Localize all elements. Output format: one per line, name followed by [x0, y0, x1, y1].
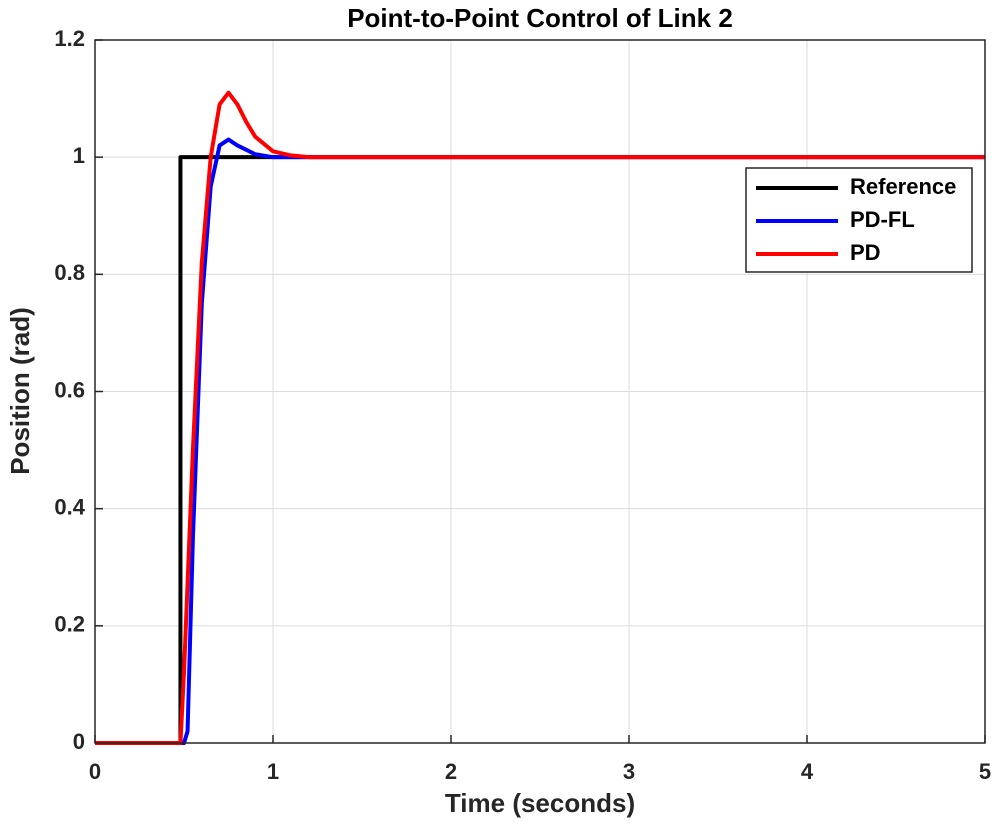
x-tick-label: 0 [89, 759, 101, 784]
chart-title: Point-to-Point Control of Link 2 [347, 3, 733, 33]
x-axis-label: Time (seconds) [445, 788, 635, 818]
legend-label: Reference [850, 174, 956, 199]
y-tick-label: 1.2 [54, 26, 85, 51]
y-tick-label: 0.8 [54, 260, 85, 285]
x-tick-label: 2 [445, 759, 457, 784]
series-line [95, 90, 985, 745]
x-tick-label: 4 [801, 759, 814, 784]
legend-label: PD-FL [850, 207, 915, 232]
y-tick-label: 1 [73, 143, 85, 168]
x-tick-label: 5 [979, 759, 991, 784]
x-tick-label: 3 [623, 759, 635, 784]
y-tick-label: 0.6 [54, 377, 85, 402]
legend: Reference PD-FL PD [745, 167, 973, 273]
y-axis-label: Position (rad) [5, 307, 35, 475]
y-tick-label: 0.4 [54, 494, 85, 519]
x-tick-label: 1 [267, 759, 279, 784]
y-tick-label: 0.2 [54, 612, 85, 637]
grid [94, 39, 986, 744]
plot-frame [94, 39, 986, 744]
legend-label: PD [850, 240, 881, 265]
y-tick-label: 0 [73, 729, 85, 754]
